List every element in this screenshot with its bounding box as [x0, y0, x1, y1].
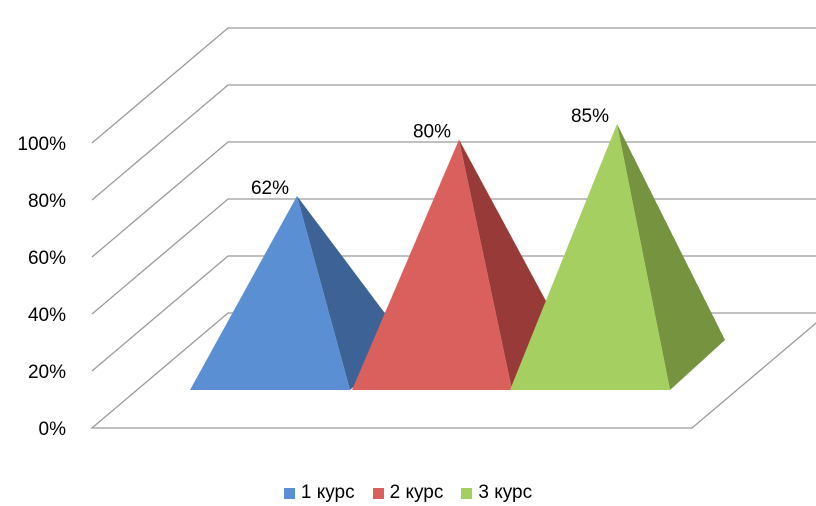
legend: 1 курс 2 курс 3 курс [0, 482, 816, 504]
data-label-3: 85% [571, 106, 609, 127]
pyramids [190, 123, 725, 390]
data-label-2: 80% [413, 122, 451, 143]
y-tick-label: 60% [28, 248, 66, 269]
data-label-1: 62% [251, 178, 289, 199]
legend-item-1: 1 курс [283, 482, 355, 504]
legend-label-3: 3 курс [478, 482, 533, 503]
y-tick-label: 0% [39, 419, 67, 440]
pyramid-front-2 [352, 139, 512, 390]
pyramid-front-3 [510, 123, 670, 390]
legend-swatch-1 [283, 487, 295, 499]
pyramid-front-1 [190, 195, 350, 390]
legend-item-2: 2 курс [372, 482, 444, 504]
y-tick-label: 80% [28, 191, 66, 212]
y-tick-label: 100% [17, 134, 66, 155]
legend-label-2: 2 курс [389, 482, 444, 503]
gridline [91, 84, 816, 201]
legend-swatch-3 [461, 487, 473, 499]
y-axis-ticks: 0% 20% 40% 60% 80% 100% [17, 134, 66, 440]
legend-label-1: 1 курс [300, 482, 355, 503]
data-labels: 62% 80% 85% [251, 106, 609, 199]
gridline [91, 27, 816, 144]
floor [90, 312, 816, 429]
y-tick-label: 40% [28, 305, 66, 326]
legend-item-3: 3 курс [461, 482, 532, 504]
legend-swatch-2 [372, 487, 384, 499]
y-tick-label: 20% [28, 362, 66, 383]
pyramid-side-3 [617, 123, 725, 390]
pyramid-chart: 0% 20% 40% 60% 80% 100% 62% 80% 85% [17, 27, 816, 440]
